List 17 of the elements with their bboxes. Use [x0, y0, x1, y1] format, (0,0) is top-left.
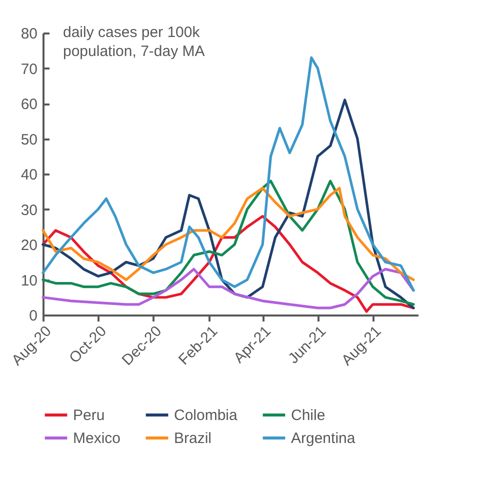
y-tick-label: 30	[20, 202, 38, 219]
y-tick-label: 10	[20, 272, 38, 290]
y-tick-label: 60	[20, 96, 38, 113]
legend-label: Colombia	[174, 407, 238, 424]
legend-label: Mexico	[73, 430, 121, 447]
line-series	[42, 186, 415, 282]
legend-label: Chile	[291, 407, 326, 424]
legend-label: Argentina	[291, 430, 356, 447]
y-tick-label: 50	[20, 131, 38, 148]
legend-label: Peru	[73, 407, 105, 424]
y-tick-label: 40	[20, 166, 38, 184]
y-tick-label: 20	[20, 237, 38, 254]
legend-label: Brazil	[174, 430, 212, 447]
y-tick-label: 80	[20, 26, 38, 42]
annotation: daily cases per 100k population, 7-day MA	[63, 24, 205, 60]
y-tick-label: 70	[20, 60, 38, 78]
y-tick-label: 0	[29, 308, 38, 324]
